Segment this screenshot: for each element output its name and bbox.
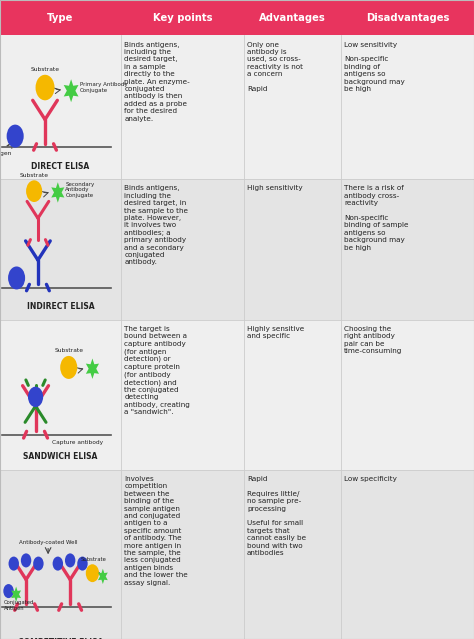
- Text: Rapid

Requires little/
no sample pre-
processing

Useful for small
targets that: Rapid Requires little/ no sample pre- pr…: [247, 476, 306, 556]
- Text: Low sensitivity

Non-specific
binding of
antigens so
background may
be high: Low sensitivity Non-specific binding of …: [344, 42, 405, 92]
- Text: Disadvantages: Disadvantages: [366, 13, 449, 22]
- Circle shape: [9, 557, 19, 571]
- Text: Low specificity: Low specificity: [344, 476, 397, 482]
- Text: High sensitivity: High sensitivity: [247, 185, 302, 191]
- Circle shape: [28, 387, 43, 407]
- Text: SANDWICH ELISA: SANDWICH ELISA: [23, 452, 98, 461]
- Polygon shape: [51, 182, 64, 203]
- Circle shape: [7, 125, 24, 148]
- Text: Conjugated
Antigen: Conjugated Antigen: [4, 600, 34, 610]
- Circle shape: [33, 557, 44, 571]
- Text: Choosing the
right antibody
pair can be
time-consuming: Choosing the right antibody pair can be …: [344, 326, 402, 354]
- Circle shape: [8, 266, 25, 289]
- Text: Capture antibody: Capture antibody: [52, 440, 103, 445]
- Circle shape: [77, 557, 88, 571]
- Polygon shape: [64, 79, 79, 102]
- Bar: [0, 179, 474, 320]
- Circle shape: [65, 553, 75, 567]
- Bar: [0, 320, 474, 470]
- Polygon shape: [86, 358, 99, 379]
- Text: Substrate: Substrate: [19, 173, 49, 178]
- Bar: [0, 470, 474, 639]
- Text: INDIRECT ELISA: INDIRECT ELISA: [27, 302, 94, 311]
- Text: COMPETITIVE ELISA: COMPETITIVE ELISA: [18, 638, 103, 639]
- Text: Antigen: Antigen: [0, 151, 13, 156]
- Text: Secondary
Antibody
Conjugate: Secondary Antibody Conjugate: [65, 181, 95, 198]
- Text: There is a risk of
antibody cross-
reactivity

Non-specific
binding of sample
an: There is a risk of antibody cross- react…: [344, 185, 409, 250]
- Text: The target is
bound between a
capture antibody
(for antigen
detection) or
captur: The target is bound between a capture an…: [124, 326, 190, 415]
- Text: Binds antigens,
including the
desired target, in
the sample to the
plate. Howeve: Binds antigens, including the desired ta…: [124, 185, 188, 265]
- Text: Antibody-coated Well: Antibody-coated Well: [19, 540, 77, 545]
- Text: Substrate: Substrate: [30, 67, 60, 72]
- Text: Key points: Key points: [153, 13, 212, 22]
- Text: Type: Type: [47, 13, 73, 22]
- Text: Substrate: Substrate: [81, 557, 106, 562]
- Text: DIRECT ELISA: DIRECT ELISA: [31, 162, 90, 171]
- Bar: [0, 35, 474, 179]
- Bar: [0, 0, 474, 35]
- Circle shape: [21, 553, 31, 567]
- Text: Binds antigens,
including the
desired target,
in a sample
directly to the
plate.: Binds antigens, including the desired ta…: [124, 42, 190, 121]
- Text: Involves
competition
between the
binding of the
sample antigen
and conjugated
an: Involves competition between the binding…: [124, 476, 188, 586]
- Circle shape: [53, 557, 63, 571]
- Circle shape: [3, 584, 14, 598]
- Polygon shape: [98, 569, 108, 584]
- Circle shape: [60, 356, 77, 379]
- Circle shape: [86, 564, 99, 582]
- Polygon shape: [11, 587, 21, 602]
- Text: Primary Antibody
Conjugate: Primary Antibody Conjugate: [80, 82, 127, 93]
- Text: Highly sensitive
and specific: Highly sensitive and specific: [247, 326, 304, 339]
- Text: Advantages: Advantages: [259, 13, 326, 22]
- Circle shape: [26, 180, 42, 202]
- Circle shape: [36, 75, 55, 100]
- Text: Substrate: Substrate: [54, 348, 83, 353]
- Text: Only one
antibody is
used, so cross-
reactivity is not
a concern

Rapid: Only one antibody is used, so cross- rea…: [247, 42, 303, 92]
